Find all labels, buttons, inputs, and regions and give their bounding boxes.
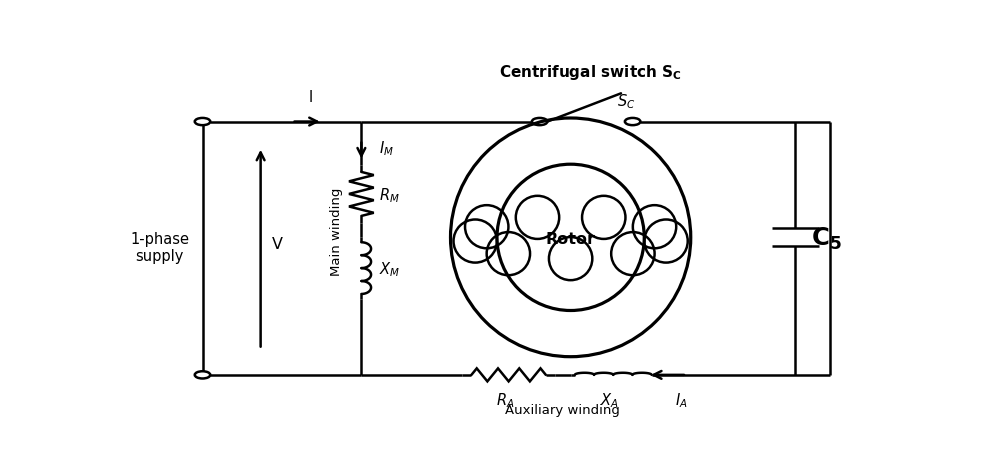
Text: $\mathbf{C_5}$: $\mathbf{C_5}$ xyxy=(811,226,842,252)
Text: I: I xyxy=(309,90,313,105)
Text: Main winding: Main winding xyxy=(330,188,343,276)
Text: $R_A$: $R_A$ xyxy=(496,391,514,410)
Text: $S_C$: $S_C$ xyxy=(617,92,636,111)
Text: $X_A$: $X_A$ xyxy=(600,391,619,410)
Text: $R_M$: $R_M$ xyxy=(379,187,400,205)
Text: $I_M$: $I_M$ xyxy=(379,139,394,158)
Text: 1-phase
supply: 1-phase supply xyxy=(130,232,189,265)
Text: Auxiliary winding: Auxiliary winding xyxy=(505,404,620,417)
Text: V: V xyxy=(272,237,283,252)
Text: $I_A$: $I_A$ xyxy=(675,391,688,410)
Text: Centrifugal switch $\mathbf{S_C}$: Centrifugal switch $\mathbf{S_C}$ xyxy=(499,63,681,82)
Text: Rotor: Rotor xyxy=(546,232,596,247)
Text: $X_M$: $X_M$ xyxy=(379,260,400,279)
